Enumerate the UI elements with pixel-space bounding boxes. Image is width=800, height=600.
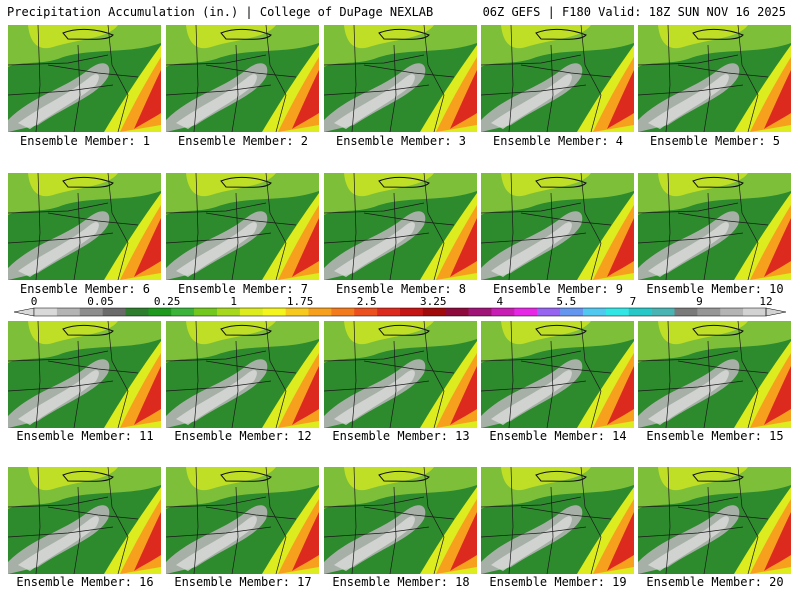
colorbar-tick-label: 5.5 (556, 296, 576, 308)
ensemble-map-panel (324, 467, 477, 574)
ensemble-member-label: Ensemble Member: 7 (177, 282, 309, 296)
model-run-info: 06Z GEFS | F180 Valid: 18Z SUN NOV 16 20… (482, 5, 786, 19)
colorbar-swatch (102, 308, 126, 316)
ensemble-member-label: Ensemble Member: 9 (492, 282, 624, 296)
ensemble-map-panel (8, 467, 161, 574)
colorbar-swatch (125, 308, 149, 316)
colorbar-tick-label: 0.05 (87, 296, 114, 308)
ensemble-member-label: Ensemble Member: 5 (649, 134, 781, 148)
colorbar-swatch (514, 308, 538, 316)
colorbar-swatch (194, 308, 218, 316)
colorbar-swatch (354, 308, 378, 316)
ensemble-member-label: Ensemble Member: 18 (332, 575, 470, 589)
colorbar-tick-label: 7 (630, 296, 637, 308)
colorbar-tick-label: 9 (696, 296, 703, 308)
ensemble-map-panel (8, 173, 161, 280)
ensemble-member-label: Ensemble Member: 19 (489, 575, 627, 589)
ensemble-map-panel (638, 321, 791, 428)
chart-title: Precipitation Accumulation (in.) | Colle… (7, 5, 434, 19)
ensemble-member-label: Ensemble Member: 13 (332, 429, 470, 443)
ensemble-map-panel (166, 25, 319, 132)
ensemble-map-panel (638, 25, 791, 132)
ensemble-member-label: Ensemble Member: 8 (335, 282, 467, 296)
ensemble-map-panel (638, 467, 791, 574)
colorbar-under-arrow (13, 307, 35, 317)
colorbar-swatch (605, 308, 630, 316)
colorbar-swatch (628, 308, 652, 316)
ensemble-map-panel (8, 25, 161, 132)
ensemble-map-panel (324, 321, 477, 428)
ensemble-member-label: Ensemble Member: 12 (174, 429, 312, 443)
ensemble-map-panel (481, 321, 634, 428)
colorbar-swatch (537, 308, 561, 316)
colorbar-swatch (34, 308, 58, 316)
colorbar-tick-label: 12 (759, 296, 772, 308)
colorbar-tick-label: 1 (230, 296, 237, 308)
ensemble-member-label: Ensemble Member: 4 (492, 134, 624, 148)
ensemble-map-panel (324, 25, 477, 132)
colorbar-swatch (377, 308, 401, 316)
colorbar-swatch (445, 308, 469, 316)
colorbar-swatch (171, 308, 195, 316)
colorbar-swatch (468, 308, 492, 316)
ensemble-map-panel (481, 467, 634, 574)
precipitation-colorbar: 0 0.05 0.25 1 1.75 2.5 3.25 4 5.5 7 9 12 (13, 296, 787, 317)
colorbar-swatch (308, 308, 332, 316)
colorbar-swatch (217, 308, 241, 316)
colorbar-swatch (743, 308, 767, 316)
ensemble-member-label: Ensemble Member: 15 (646, 429, 784, 443)
colorbar-over-arrow (765, 307, 787, 317)
colorbar-swatch (583, 308, 607, 316)
ensemble-member-label: Ensemble Member: 17 (174, 575, 312, 589)
colorbar-tick-label: 1.75 (287, 296, 314, 308)
ensemble-member-label: Ensemble Member: 3 (335, 134, 467, 148)
colorbar-swatch (56, 308, 81, 316)
ensemble-map-panel (8, 321, 161, 428)
colorbar-swatch (148, 308, 172, 316)
colorbar-swatch (720, 308, 744, 316)
ensemble-map-panel (166, 321, 319, 428)
ensemble-map-panel (166, 467, 319, 574)
ensemble-map-panel (324, 173, 477, 280)
colorbar-outline (33, 307, 767, 317)
ensemble-member-label: Ensemble Member: 11 (16, 429, 154, 443)
colorbar-swatch (285, 308, 309, 316)
ensemble-member-label: Ensemble Member: 10 (646, 282, 784, 296)
colorbar-swatch (491, 308, 515, 316)
ensemble-member-label: Ensemble Member: 16 (16, 575, 154, 589)
ensemble-member-label: Ensemble Member: 6 (19, 282, 151, 296)
colorbar-tick-label: 0.25 (154, 296, 181, 308)
ensemble-map-panel (166, 173, 319, 280)
colorbar-tick-label: 2.5 (357, 296, 377, 308)
ensemble-member-label: Ensemble Member: 20 (646, 575, 784, 589)
colorbar-swatch (697, 308, 721, 316)
colorbar-tick-label: 3.25 (420, 296, 447, 308)
colorbar-swatch (651, 308, 675, 316)
colorbar-swatch (239, 308, 264, 316)
ensemble-map-panel (481, 25, 634, 132)
ensemble-map-panel (481, 173, 634, 280)
colorbar-swatch (560, 308, 584, 316)
ensemble-member-label: Ensemble Member: 2 (177, 134, 309, 148)
colorbar-swatch (79, 308, 103, 316)
colorbar-tick-label: 4 (497, 296, 504, 308)
ensemble-member-label: Ensemble Member: 14 (489, 429, 627, 443)
colorbar-tick-label: 0 (31, 296, 38, 308)
colorbar-swatch (262, 308, 286, 316)
ensemble-map-panel (638, 173, 791, 280)
colorbar-swatch (400, 308, 424, 316)
colorbar-swatch (422, 308, 447, 316)
colorbar-swatch (674, 308, 698, 316)
colorbar-swatch (331, 308, 355, 316)
ensemble-member-label: Ensemble Member: 1 (19, 134, 151, 148)
